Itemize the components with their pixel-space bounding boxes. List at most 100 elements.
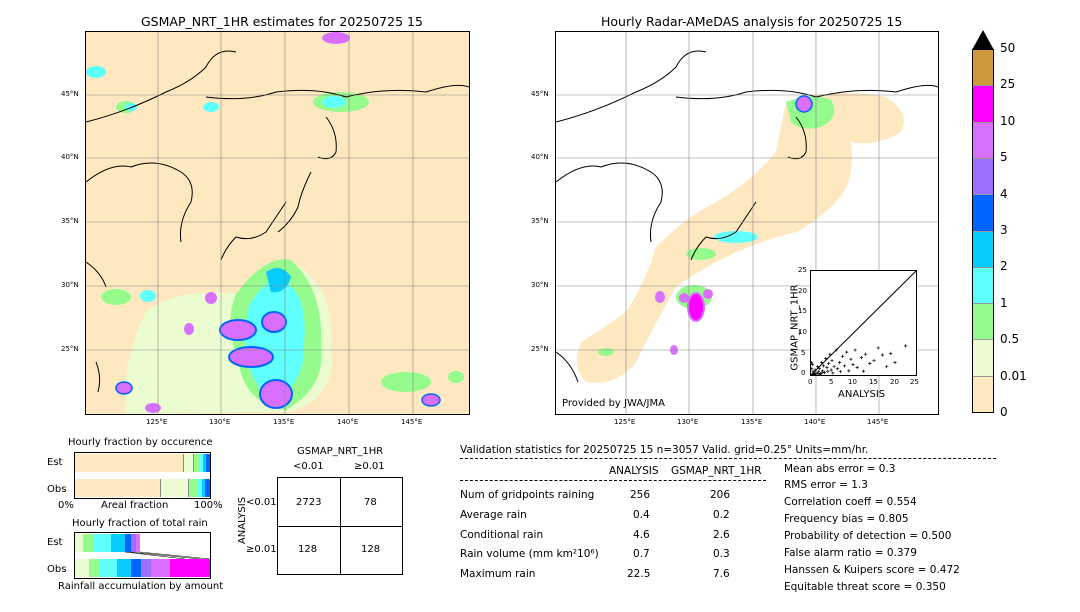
validation-row-gsmap: 0.3 [713, 548, 730, 560]
scatter-point [903, 344, 908, 348]
validation-col-analysis: ANALYSIS [609, 465, 659, 477]
colorbar-segment [973, 266, 993, 304]
scatter-point [817, 367, 821, 371]
left-lon-tick: 135°E [273, 418, 295, 426]
validation-subdivider [460, 480, 766, 481]
scatter-xtick: 15 [869, 378, 878, 386]
scatter-points [809, 344, 908, 377]
left-lon-tick: 125°E [146, 418, 168, 426]
total-rain-title: Hourly fraction of total rain [72, 518, 208, 529]
score-hk: Hanssen & Kuipers score = 0.472 [784, 564, 960, 576]
scatter-point [868, 361, 872, 365]
colorbar-level-label: 50 [1000, 41, 1016, 55]
scatter-point [826, 369, 830, 373]
scatter-point [831, 371, 835, 375]
scatter-point [845, 350, 849, 354]
validation-row-analysis: 22.5 [627, 568, 651, 580]
colorbar-level-label: 10 [1000, 113, 1016, 128]
gsmap-graticule [86, 32, 469, 414]
scatter-point [811, 363, 815, 367]
scatter-point [813, 368, 817, 372]
colorbar-segment [973, 339, 993, 376]
total-rain-obs-label: Obs [47, 564, 67, 575]
scatter-xtick: 5 [829, 378, 834, 386]
right-lat-tick: 40°N [531, 153, 549, 161]
validation-header: Validation statistics for 20250725 15 n=… [460, 444, 869, 456]
scatter-point [828, 352, 832, 356]
scatter-point [821, 369, 825, 373]
left-lat-tick: 35°N [61, 217, 79, 225]
occurrence-axis-right: 100% [194, 500, 223, 511]
colorbar-level-label: 3 [1000, 223, 1008, 237]
validation-row-analysis: 256 [630, 489, 651, 501]
score-ets: Equitable threat score = 0.350 [784, 581, 946, 593]
scatter-point [815, 365, 819, 369]
scatter-point [876, 346, 880, 350]
contingency-row-lt: <0.01 [246, 497, 277, 508]
contingency-b: 78 [364, 497, 377, 508]
occurrence-title: Hourly fraction by occurence [68, 437, 213, 448]
radar-coverage [577, 93, 904, 383]
scatter-ytick: 10 [798, 328, 807, 336]
score-far: False alarm ratio = 0.379 [784, 547, 917, 559]
colorbar-segment [973, 85, 993, 122]
score-corr: Correlation coeff = 0.554 [784, 496, 917, 508]
scatter-point [872, 358, 876, 363]
gsmap-map [86, 32, 469, 414]
contingency-col-ge: ≥0.01 [354, 461, 385, 472]
colorbar-segment [973, 50, 993, 86]
validation-row-label: Average rain [460, 509, 527, 521]
contingency-c: 128 [298, 544, 318, 555]
scatter-ytick: 15 [798, 307, 807, 315]
occurrence-est-bar [75, 454, 210, 472]
scatter-point [859, 355, 863, 360]
scatter-point [880, 353, 884, 357]
scatter-point [840, 354, 845, 358]
left-lon-tick: 145°E [401, 418, 423, 426]
colorbar-segment [973, 303, 993, 340]
scatter-plot-area [809, 270, 917, 377]
scatter-point [827, 361, 831, 365]
provided-by-label: Provided by JWA/JMA [562, 398, 665, 409]
contingency-row-axis-wrap: ANALYSIS [229, 497, 259, 544]
total-rain-obs-bar [75, 559, 210, 577]
left-lat-tick: 40°N [61, 153, 79, 161]
scatter-point [811, 370, 815, 374]
validation-row-analysis: 4.6 [633, 529, 650, 541]
score-rmse: RMS error = 1.3 [784, 479, 868, 491]
gsmap-map-panel [85, 31, 470, 415]
scatter-diagonal [810, 270, 917, 376]
scatter-svg [809, 270, 917, 377]
scatter-xtick: 20 [890, 378, 899, 386]
occurrence-axis-left: 0% [58, 500, 74, 511]
colorbar-segment [973, 230, 993, 267]
colorbar-level-label: 25 [1000, 77, 1016, 92]
right-lon-tick: 135°E [741, 418, 763, 426]
scatter-point [822, 370, 827, 375]
validation-row-label: Conditional rain [460, 529, 544, 541]
total-rain-est-label: Est [47, 537, 63, 548]
validation-row-analysis: 0.4 [633, 509, 650, 521]
scatter-xtick: 0 [808, 378, 813, 386]
total-rain-box [74, 532, 211, 579]
right-map-title: Hourly Radar-AMeDAS analysis for 2025072… [601, 14, 903, 29]
colorbar-segment [973, 157, 993, 195]
radar-map [556, 32, 938, 414]
colorbar-level-label: 0.5 [1000, 332, 1020, 347]
scatter-point [824, 356, 828, 360]
score-mae: Mean abs error = 0.3 [784, 463, 896, 475]
colorbar-level-label: 5 [1000, 150, 1008, 165]
occurrence-axis-mid: Areal fraction [101, 500, 169, 511]
validation-col-gsmap: GSMAP_NRT_1HR [671, 465, 762, 477]
right-lon-tick: 140°E [804, 418, 826, 426]
contingency-row-ge: ≥0.01 [246, 544, 277, 555]
scatter-point [809, 360, 814, 365]
validation-row-gsmap: 0.2 [713, 509, 730, 521]
scatter-ytick: 0 [801, 369, 806, 377]
scatter-point [889, 351, 893, 355]
colorbar-level-label: 4 [1000, 186, 1008, 201]
occurrence-obs-bar [75, 479, 210, 497]
scatter-point [849, 357, 853, 361]
scatter-point [810, 367, 814, 371]
scatter-point [847, 369, 851, 373]
